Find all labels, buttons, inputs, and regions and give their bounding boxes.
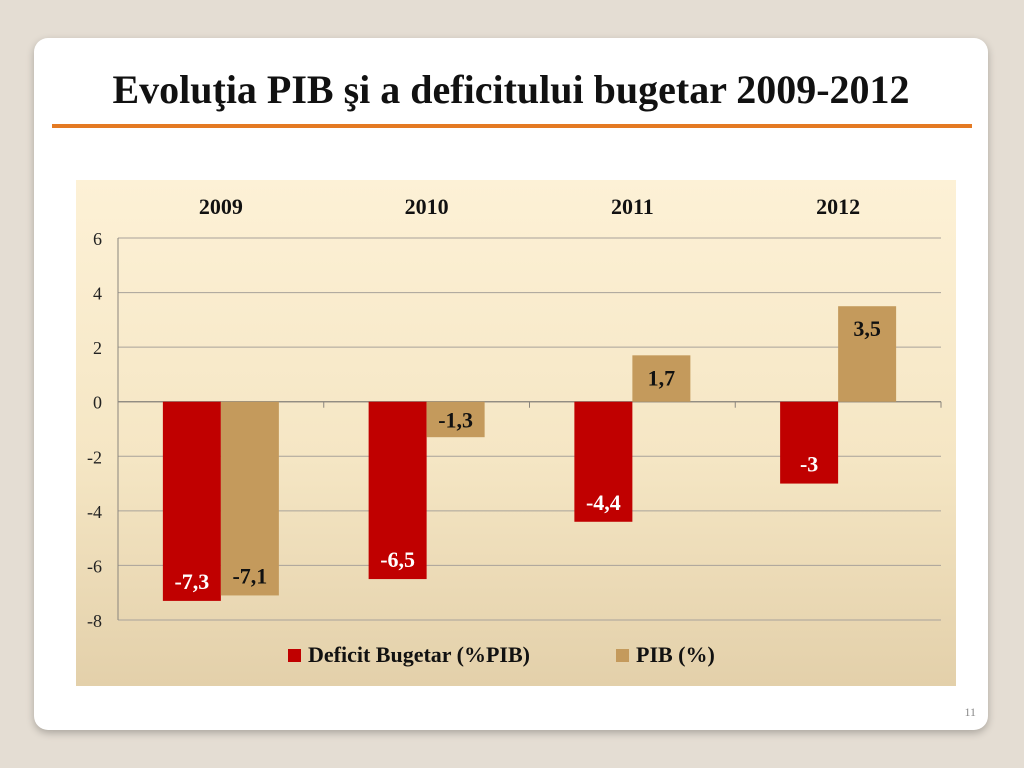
y-tick-label: 0 [93, 393, 102, 413]
category-label: 2009 [199, 194, 243, 219]
page-number: 11 [964, 705, 976, 719]
slide: Evoluţia PIB şi a deficitului bugetar 20… [34, 38, 988, 730]
bar-deficit [368, 401, 427, 580]
bar-pib [838, 306, 897, 402]
data-label: -6,5 [380, 547, 415, 572]
data-label: -7,3 [174, 569, 209, 594]
data-label: -3 [800, 452, 818, 477]
data-label: -1,3 [438, 407, 473, 432]
chart-area: 6 4 2 0 -2 -4 -6 -8 2009 -7,3 -7,1 2010 -6,5 -1,3 2011… [76, 180, 956, 686]
y-tick-label: -6 [87, 556, 102, 576]
category-label: 2012 [816, 194, 860, 219]
y-tick-label: 2 [93, 338, 102, 358]
bar-deficit [780, 401, 839, 484]
bar-pib [220, 401, 279, 596]
legend-swatch [288, 649, 301, 662]
title-underline [52, 124, 972, 128]
category-label: 2011 [611, 194, 654, 219]
data-label: -4,4 [586, 490, 621, 515]
slide-title: Evoluţia PIB şi a deficitului bugetar 20… [112, 67, 910, 112]
y-tick-label: -2 [87, 447, 102, 467]
data-label: 1,7 [648, 365, 676, 390]
bar-chart: 6 4 2 0 -2 -4 -6 -8 2009 -7,3 -7,1 2010 -6,5 -1,3 2011… [87, 194, 942, 667]
legend-swatch [616, 649, 629, 662]
y-tick-label: 6 [93, 229, 102, 249]
legend-label: Deficit Bugetar (%PIB) [308, 642, 530, 667]
y-tick-label: -4 [87, 502, 102, 522]
bar-pib [632, 355, 691, 402]
bar-pib [426, 401, 485, 438]
category-label: 2010 [405, 194, 449, 219]
data-label: 3,5 [853, 316, 881, 341]
legend-label: PIB (%) [636, 642, 715, 667]
bar-deficit [162, 401, 221, 601]
y-tick-label: 4 [93, 284, 102, 304]
y-tick-label: -8 [87, 611, 102, 631]
bar-deficit [574, 401, 633, 522]
data-label: -7,1 [232, 563, 267, 588]
